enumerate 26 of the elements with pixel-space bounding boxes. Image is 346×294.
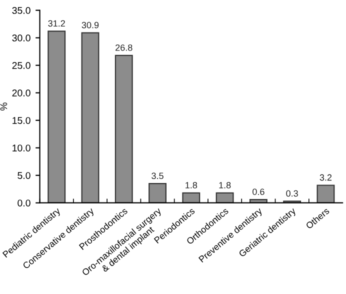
- bar: [182, 192, 200, 203]
- y-tick-label: 25.0: [12, 62, 30, 69]
- data-label: 3.2: [320, 174, 332, 181]
- y-tick-label: 35.0: [12, 7, 30, 14]
- y-tick-label: 15.0: [12, 117, 30, 124]
- bar: [114, 54, 133, 203]
- data-label: 31.2: [48, 20, 65, 27]
- data-label: 30.9: [82, 22, 99, 28]
- data-label: 0.6: [252, 188, 264, 195]
- y-tick-label: 10.0: [12, 144, 30, 152]
- data-label: 1.8: [219, 182, 231, 188]
- data-label: 1.8: [186, 182, 198, 188]
- y-tick-label: 30.0: [12, 34, 30, 42]
- bar: [216, 192, 234, 203]
- bar: [249, 199, 268, 203]
- bar: [148, 183, 166, 203]
- y-tick-label: 5.0: [18, 172, 30, 179]
- bar: [81, 32, 100, 203]
- bar: [316, 184, 335, 203]
- y-tick-label: 0.0: [18, 200, 30, 206]
- y-tick-label: 20.0: [12, 90, 30, 96]
- data-label: 0.3: [286, 190, 298, 197]
- y-axis-title: %: [0, 102, 8, 111]
- data-label: 3.5: [152, 172, 164, 180]
- data-label: 26.8: [116, 44, 132, 51]
- bar: [48, 30, 66, 203]
